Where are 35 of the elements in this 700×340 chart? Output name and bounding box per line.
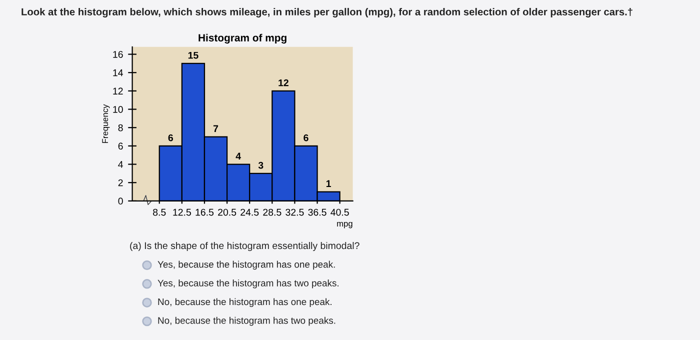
y-tick-label: 2 bbox=[118, 179, 123, 186]
data-label: 3 bbox=[258, 162, 264, 169]
text: Yes, because the histogram has one peak. bbox=[158, 260, 335, 270]
data-label: 7 bbox=[213, 125, 218, 132]
y-tick-label: 12 bbox=[113, 88, 123, 94]
data-label: 6 bbox=[168, 134, 173, 142]
x-tick-label: 20.5 bbox=[218, 208, 236, 216]
data-label: 4 bbox=[236, 152, 241, 160]
y-tick-label: 6 bbox=[118, 142, 123, 150]
data-label: 1 bbox=[326, 180, 331, 187]
x-tick-label: 40.5 bbox=[330, 208, 349, 216]
x-tick-label: 28.5 bbox=[263, 208, 282, 216]
y-tick-label: 16 bbox=[113, 50, 123, 58]
x-tick-label: 8.5 bbox=[153, 208, 166, 216]
text: Look at the histogram below, which shows mileage, in miles per gallon (mpg), for a random selection of older passenger cars.† bbox=[22, 8, 632, 18]
x-tick-label: 32.5 bbox=[286, 208, 304, 216]
x-tick-label: 36.5 bbox=[308, 208, 326, 216]
y-tick-label: 10 bbox=[113, 106, 123, 113]
x-axis-title: mpg bbox=[337, 222, 352, 228]
data-label: 6 bbox=[304, 134, 308, 142]
y-tick-label: 4 bbox=[118, 161, 123, 168]
x-tick-label: 16.5 bbox=[196, 208, 214, 216]
text: (a) Is the shape of the histogram essentially bimodal? bbox=[130, 242, 360, 252]
y-tick-label: 8 bbox=[118, 124, 123, 132]
x-tick-label: 24.5 bbox=[240, 208, 259, 216]
text: Yes, because the histogram has two peaks. bbox=[158, 280, 338, 288]
y-tick-label: 0 bbox=[118, 198, 123, 205]
data-label: 12 bbox=[278, 79, 288, 86]
text: No, because the histogram has one peak. bbox=[158, 298, 332, 307]
text: No, because the histogram has two peaks. bbox=[158, 316, 336, 326]
data-label: 15 bbox=[188, 52, 198, 59]
y-axis-title: Frequency bbox=[102, 104, 110, 143]
chart-title: Histogram of mpg bbox=[198, 34, 286, 44]
x-tick-label: 12.5 bbox=[173, 208, 191, 216]
y-tick-label: 14 bbox=[113, 69, 123, 76]
